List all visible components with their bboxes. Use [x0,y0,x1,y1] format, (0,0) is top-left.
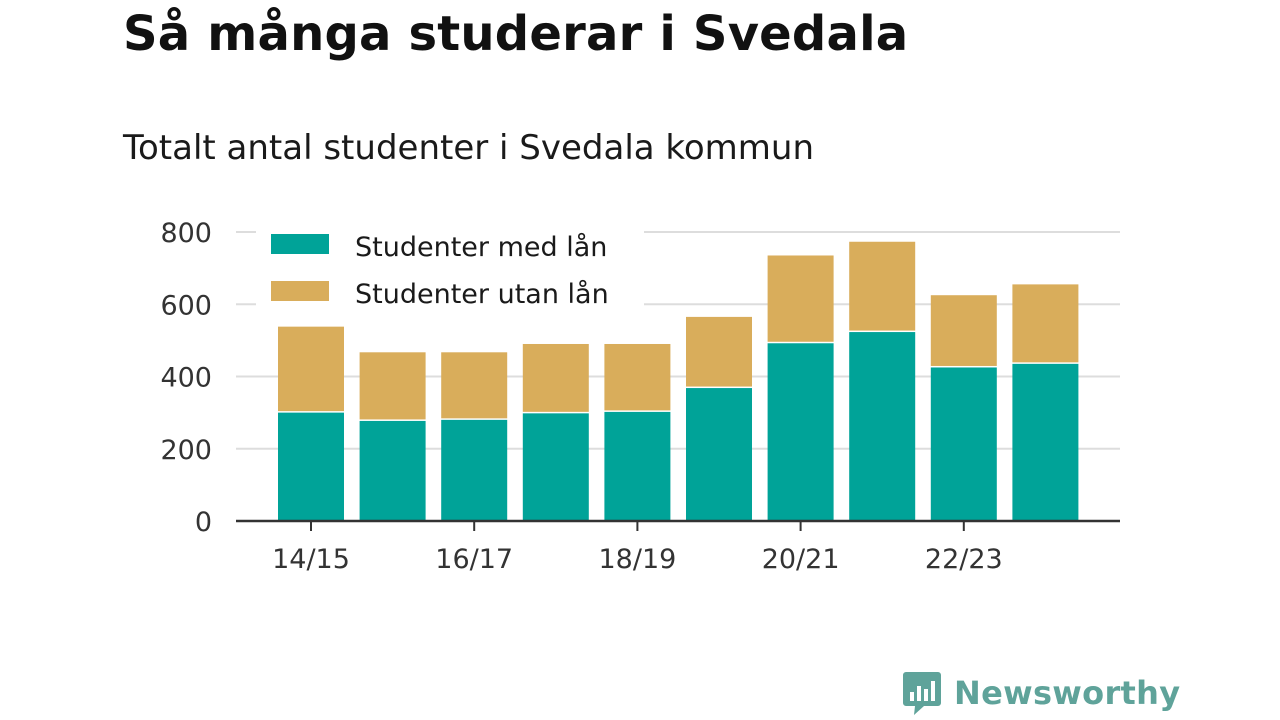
y-tick-label: 200 [160,435,212,466]
bar-21-22-med-lan [849,332,916,521]
legend-label: Studenter med lån [355,232,607,263]
legend-label: Studenter utan lån [355,279,609,310]
bar-chart-speech-icon [903,672,941,715]
x-tick-label: 14/15 [272,544,350,575]
bar-23-24-med-lan [1012,363,1079,521]
newsworthy-logo: Newsworthy [902,670,1180,716]
y-tick-label: 0 [195,507,212,538]
bar-22-23-med-lan [930,367,997,521]
bar-16-17-med-lan [441,419,508,521]
y-tick-label: 800 [160,218,212,249]
bar-17-18-med-lan [522,413,589,521]
bar-14-15-med-lan [278,412,344,521]
bar-20-21-utan-lan [767,255,834,342]
chart-subtitle: Totalt antal studenter i Svedala kommun [123,128,815,168]
bar-19-20-utan-lan [686,316,752,387]
x-tick-label: 18/19 [598,544,676,575]
bars [278,241,1079,521]
y-tick-label: 400 [160,363,212,394]
bar-21-22-utan-lan [849,241,916,331]
x-tick-label: 20/21 [762,544,840,575]
y-tick-label: 600 [160,290,212,321]
axes: 0 200 400 600 800 14/15 16/17 18/19 20/21 22/23 [160,218,1120,575]
bar-14-15-utan-lan [278,326,344,412]
bar-16-17-utan-lan [441,352,508,419]
bar-15-16-utan-lan [359,352,426,420]
bar-15-16-med-lan [359,420,426,521]
bar-18-19-med-lan [604,411,671,521]
brand-name: Newsworthy [954,674,1181,712]
bar-20-21-med-lan [767,343,834,521]
bar-19-20-med-lan [686,388,752,521]
bar-22-23-utan-lan [930,295,997,366]
legend-swatch [271,234,329,254]
bar-17-18-utan-lan [522,343,589,412]
x-tick-label: 16/17 [435,544,513,575]
x-tick-label: 22/23 [925,544,1003,575]
legend: Studenter med lån Studenter utan lån [256,226,644,316]
legend-swatch [271,281,329,301]
page-title: Så många studerar i Svedala [123,6,909,62]
bar-23-24-utan-lan [1012,284,1079,363]
bar-18-19-utan-lan [604,343,671,411]
